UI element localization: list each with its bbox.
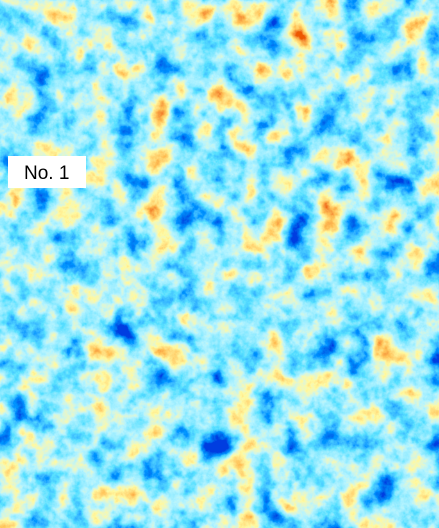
- frame-label: No. 208: [78, 25, 145, 46]
- frame: No. 1: [7, 155, 385, 522]
- connector: [8, 10, 32, 95]
- diagram: No. 208 No. 3 No. 2 No. 1: [0, 0, 439, 528]
- frame-label: No. 2: [25, 126, 70, 147]
- frame-label: No. 1: [24, 163, 69, 184]
- frame-label: No. 3: [37, 92, 82, 113]
- page: No. 208 No. 3 No. 2 No. 1 (() => { const…: [0, 0, 439, 528]
